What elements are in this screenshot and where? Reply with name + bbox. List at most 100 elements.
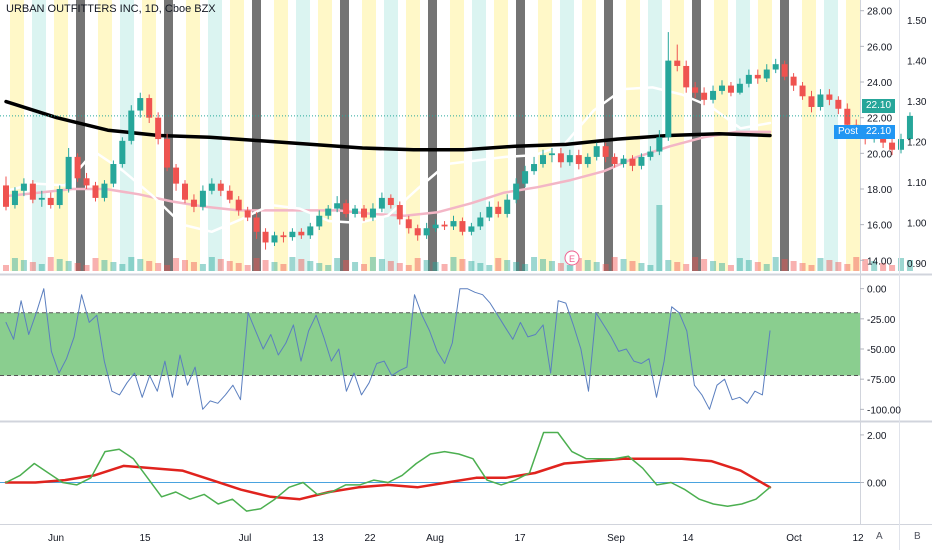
candle-body [334, 203, 341, 209]
background-stripe [318, 0, 332, 271]
candle-body [137, 98, 144, 111]
candle-body [745, 74, 752, 84]
candle [47, 192, 54, 209]
candle-body [692, 87, 699, 93]
volume-bar [361, 264, 367, 271]
candle-body [513, 183, 520, 200]
candle-body [217, 183, 224, 191]
volume-bar [522, 264, 529, 271]
candle [754, 69, 761, 84]
candle [727, 82, 734, 97]
volume-bar [253, 258, 260, 271]
candle [74, 153, 81, 182]
candle [244, 206, 251, 222]
candle-body [647, 151, 654, 157]
candle-body [396, 205, 403, 220]
volume-bar [182, 260, 188, 271]
volume-bar [754, 262, 761, 271]
candle-body [817, 94, 824, 107]
candle [504, 194, 511, 218]
volume-bar [325, 265, 332, 271]
background-stripe [98, 0, 112, 271]
y-right-tick-label: 1.30 [907, 97, 927, 108]
candle-body [575, 155, 582, 165]
candle-body [101, 183, 108, 198]
volume-bar [772, 257, 779, 271]
volume-bar [343, 260, 350, 271]
candle [119, 137, 126, 168]
candle-body [495, 206, 502, 214]
wr-tick-label: -100.00 [867, 405, 901, 416]
candle-body [620, 158, 627, 165]
volume-bar [745, 260, 752, 271]
background-stripe [802, 0, 816, 271]
candle [799, 82, 806, 100]
background-stripe [252, 0, 261, 271]
candle [513, 178, 520, 204]
candle-body [298, 231, 305, 236]
volume-bar [844, 264, 851, 271]
y-tick-label: 26.00 [867, 42, 892, 53]
candle [3, 176, 9, 211]
volume-bar [880, 263, 887, 271]
y-tick-label: 18.00 [867, 185, 892, 196]
candle [11, 187, 18, 209]
volume-bar [369, 257, 376, 271]
candle-body [531, 164, 538, 172]
candle-body [468, 226, 475, 232]
candle [531, 156, 538, 175]
x-tick-label: 13 [312, 533, 324, 544]
candle-body [280, 235, 287, 238]
volume-bar [190, 262, 197, 271]
volume-bar [629, 261, 636, 271]
background-stripe [10, 0, 24, 271]
candle [647, 146, 654, 161]
candle-body [898, 139, 904, 150]
candle-body [262, 231, 269, 243]
candle-body [47, 197, 54, 206]
volume-bar [727, 265, 734, 271]
volume-bar [719, 263, 725, 271]
volume-bar [280, 264, 287, 271]
candle [495, 201, 502, 218]
x-tick-label: 22 [364, 533, 376, 544]
candle-body [244, 210, 251, 218]
candle [584, 153, 591, 168]
candle-body [20, 183, 27, 191]
volume-bar [244, 265, 251, 271]
wr-tick-label: -75.00 [867, 375, 896, 386]
candle [638, 153, 645, 170]
candle [781, 60, 788, 81]
background-stripe [120, 0, 134, 271]
candle [271, 231, 278, 247]
last-price-tag: 22.10 [862, 98, 896, 113]
candle [101, 180, 108, 202]
candle [414, 224, 421, 241]
candle-body [889, 142, 896, 150]
volume-bar [11, 258, 18, 271]
x-tick-label: Sep [607, 533, 625, 544]
candle-body [164, 139, 171, 168]
auto-scale-button[interactable]: A [876, 531, 883, 542]
candle [316, 210, 323, 230]
wr-tick-label: -50.00 [867, 345, 896, 356]
volume-bar [298, 259, 305, 271]
x-tick-label: 15 [139, 533, 151, 544]
candle [20, 178, 27, 197]
candle [137, 92, 144, 118]
candle [898, 133, 904, 154]
background-stripe [32, 0, 46, 271]
post-market-price-tag: 22.10 [862, 124, 896, 139]
candle-body [683, 65, 690, 88]
volume-bar [38, 264, 45, 271]
candle [450, 215, 457, 230]
background-stripe [208, 0, 222, 271]
candle [674, 44, 681, 72]
log-scale-button[interactable]: B [914, 531, 921, 542]
candle [208, 178, 215, 195]
candle [289, 228, 296, 241]
y-tick-label: 28.00 [867, 7, 892, 18]
candle [369, 203, 376, 222]
candle-body [352, 208, 359, 214]
volume-bar [235, 263, 242, 271]
